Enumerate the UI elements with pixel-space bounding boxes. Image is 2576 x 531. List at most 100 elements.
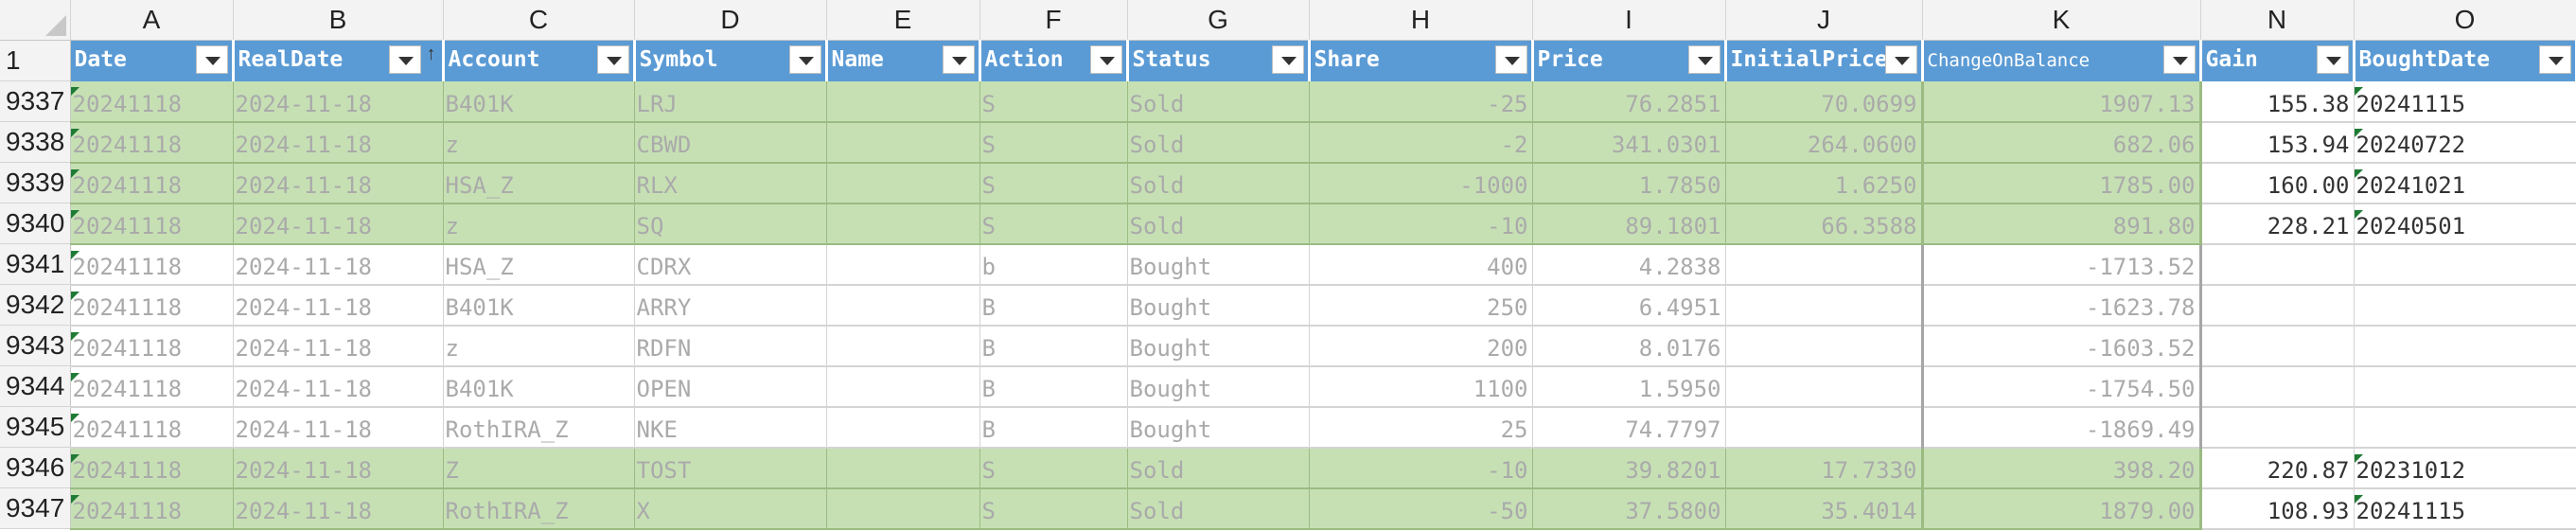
row-header[interactable]: 9345 — [0, 406, 71, 448]
cell-action[interactable]: S — [979, 447, 1128, 489]
cell-name[interactable] — [826, 121, 980, 164]
cell-share[interactable]: 1100 — [1309, 365, 1533, 408]
cell-name[interactable] — [826, 203, 980, 245]
cell-name[interactable] — [826, 325, 980, 367]
cell-share[interactable]: 200 — [1309, 325, 1533, 367]
filter-dropdown-icon[interactable] — [2538, 45, 2571, 74]
cell-price[interactable]: 37.5800 — [1532, 487, 1726, 530]
cell-realdate[interactable]: 2024-11-18 — [233, 80, 444, 123]
cell-boughtdate[interactable]: 20241021 — [2354, 162, 2576, 204]
cell-date[interactable]: 20241118 — [70, 203, 234, 245]
cell-initialprice[interactable]: 264.0600 — [1725, 121, 1924, 164]
cell-gain[interactable]: 228.21 — [2200, 203, 2355, 245]
field-header-status[interactable]: Status — [1127, 40, 1311, 81]
cell-account[interactable]: B401K — [443, 365, 635, 408]
field-header-name[interactable]: Name — [826, 40, 981, 81]
cell-price[interactable]: 74.7797 — [1532, 406, 1726, 449]
cell-account[interactable]: HSA_Z — [443, 243, 635, 286]
row-header[interactable]: 9338 — [0, 121, 71, 163]
column-header-n[interactable]: N — [2200, 0, 2355, 41]
cell-gain[interactable]: 220.87 — [2200, 447, 2355, 489]
cell-status[interactable]: Bought — [1127, 243, 1310, 286]
cell-gain[interactable] — [2200, 243, 2355, 286]
field-header-account[interactable]: Account — [443, 40, 636, 81]
cell-changeonbalance[interactable]: -1623.78 — [1922, 284, 2202, 327]
column-header-o[interactable]: O — [2354, 0, 2576, 41]
column-header-a[interactable]: A — [70, 0, 234, 41]
select-all-corner[interactable] — [0, 0, 71, 41]
cell-account[interactable]: RothIRA_Z — [443, 406, 635, 449]
cell-gain[interactable]: 153.94 — [2200, 121, 2355, 164]
cell-date[interactable]: 20241118 — [70, 447, 234, 489]
field-header-share[interactable]: Share — [1309, 40, 1534, 81]
cell-account[interactable]: HSA_Z — [443, 162, 635, 204]
cell-boughtdate[interactable]: 20240501 — [2354, 203, 2576, 245]
cell-status[interactable]: Sold — [1127, 162, 1310, 204]
cell-status[interactable]: Bought — [1127, 406, 1310, 449]
cell-share[interactable]: -1000 — [1309, 162, 1533, 204]
cell-initialprice[interactable] — [1725, 243, 1924, 286]
column-header-f[interactable]: F — [979, 0, 1128, 41]
cell-account[interactable]: Z — [443, 447, 635, 489]
cell-symbol[interactable]: NKE — [634, 406, 827, 449]
cell-date[interactable]: 20241118 — [70, 162, 234, 204]
field-header-symbol[interactable]: Symbol — [634, 40, 828, 81]
cell-action[interactable]: S — [979, 203, 1128, 245]
cell-boughtdate[interactable] — [2354, 365, 2576, 408]
column-header-d[interactable]: D — [634, 0, 827, 41]
cell-boughtdate[interactable] — [2354, 284, 2576, 327]
filter-dropdown-icon[interactable] — [1687, 45, 1720, 74]
cell-action[interactable]: b — [979, 243, 1128, 286]
column-header-j[interactable]: J — [1725, 0, 1923, 41]
cell-date[interactable]: 20241118 — [70, 284, 234, 327]
row-header[interactable]: 9340 — [0, 203, 71, 244]
cell-name[interactable] — [826, 162, 980, 204]
cell-status[interactable]: Bought — [1127, 325, 1310, 367]
cell-status[interactable]: Bought — [1127, 365, 1310, 408]
cell-initialprice[interactable] — [1725, 365, 1924, 408]
cell-initialprice[interactable] — [1725, 406, 1924, 449]
cell-account[interactable]: B401K — [443, 80, 635, 123]
cell-share[interactable]: -25 — [1309, 80, 1533, 123]
cell-gain[interactable] — [2200, 365, 2355, 408]
column-header-b[interactable]: B — [233, 0, 444, 41]
column-header-c[interactable]: C — [443, 0, 635, 41]
cell-status[interactable]: Sold — [1127, 80, 1310, 123]
cell-realdate[interactable]: 2024-11-18 — [233, 406, 444, 449]
cell-status[interactable]: Sold — [1127, 121, 1310, 164]
filter-dropdown-icon[interactable] — [788, 45, 821, 74]
cell-account[interactable]: z — [443, 121, 635, 164]
cell-changeonbalance[interactable]: 682.06 — [1922, 121, 2202, 164]
cell-changeonbalance[interactable]: 1879.00 — [1922, 487, 2202, 530]
cell-status[interactable]: Bought — [1127, 284, 1310, 327]
cell-changeonbalance[interactable]: -1713.52 — [1922, 243, 2202, 286]
cell-date[interactable]: 20241118 — [70, 80, 234, 123]
cell-symbol[interactable]: TOST — [634, 447, 827, 489]
filter-dropdown-icon[interactable] — [2316, 45, 2349, 74]
cell-share[interactable]: 400 — [1309, 243, 1533, 286]
field-header-date[interactable]: Date — [70, 40, 235, 81]
cell-gain[interactable]: 160.00 — [2200, 162, 2355, 204]
cell-action[interactable]: S — [979, 487, 1128, 530]
field-header-gain[interactable]: Gain — [2200, 40, 2355, 81]
column-header-i[interactable]: I — [1532, 0, 1726, 41]
filter-dropdown-icon[interactable] — [1884, 45, 1917, 74]
row-header[interactable]: 9344 — [0, 365, 71, 407]
cell-symbol[interactable]: LRJ — [634, 80, 827, 123]
cell-symbol[interactable]: CBWD — [634, 121, 827, 164]
cell-realdate[interactable]: 2024-11-18 — [233, 284, 444, 327]
cell-changeonbalance[interactable]: 398.20 — [1922, 447, 2202, 489]
cell-boughtdate[interactable] — [2354, 243, 2576, 286]
cell-initialprice[interactable]: 66.3588 — [1725, 203, 1924, 245]
filter-dropdown-icon[interactable] — [1494, 45, 1527, 74]
cell-share[interactable]: -50 — [1309, 487, 1533, 530]
cell-gain[interactable]: 155.38 — [2200, 80, 2355, 123]
cell-changeonbalance[interactable]: -1603.52 — [1922, 325, 2202, 367]
filter-dropdown-icon[interactable] — [195, 45, 228, 74]
cell-price[interactable]: 1.7850 — [1532, 162, 1726, 204]
cell-symbol[interactable]: OPEN — [634, 365, 827, 408]
field-header-boughtdate[interactable]: BoughtDate — [2354, 40, 2576, 81]
cell-boughtdate[interactable]: 20241115 — [2354, 487, 2576, 530]
row-header[interactable]: 9343 — [0, 325, 71, 366]
filter-dropdown-icon[interactable] — [1271, 45, 1304, 74]
